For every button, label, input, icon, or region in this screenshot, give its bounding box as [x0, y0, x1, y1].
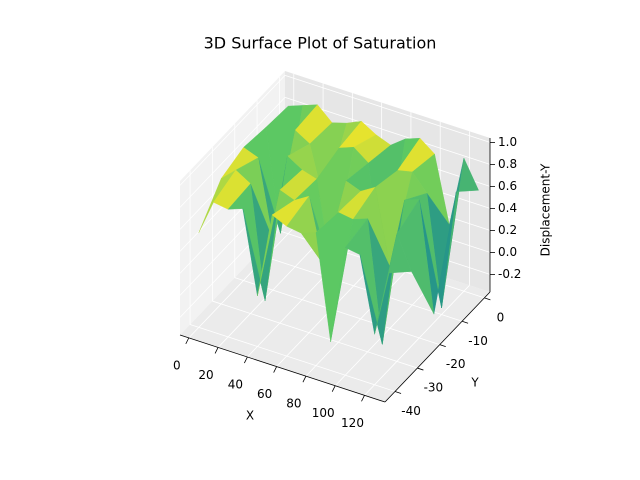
surface-patch: [374, 233, 412, 335]
tick-mark: [243, 356, 248, 364]
tick-mark: [185, 337, 190, 345]
z-tick-label: 0.2: [498, 223, 517, 237]
grid-line: [334, 275, 441, 387]
z-tick-label: 0.4: [498, 201, 517, 215]
z-axis-label: Displacement-Y: [539, 163, 553, 256]
z-tick-label: -0.2: [498, 267, 521, 281]
grid-line: [364, 285, 470, 396]
tick-mark: [439, 344, 446, 348]
tick-mark: [331, 385, 336, 392]
y-tick-label: -30: [424, 381, 444, 395]
y-tick-label: -20: [446, 357, 466, 371]
z-tick-label: 0.0: [498, 245, 517, 259]
x-tick-label: 0: [173, 358, 181, 372]
tick-mark: [461, 320, 469, 324]
grid-line: [284, 75, 491, 143]
grid-line: [179, 75, 286, 186]
z-tick-label: 1.0: [498, 135, 517, 149]
grid-line: [256, 253, 463, 322]
grid-line: [212, 300, 418, 369]
tick-mark: [361, 395, 365, 402]
x-tick-label: 40: [228, 378, 243, 392]
z-tick-label: 0.6: [498, 179, 517, 193]
x-tick-label: 60: [257, 387, 272, 401]
tick-mark: [417, 367, 424, 371]
x-tick-label: 120: [341, 416, 364, 430]
x-tick-label: 80: [286, 397, 301, 411]
tick-mark: [394, 391, 402, 394]
chart-title: 3D Surface Plot of Saturation: [204, 34, 437, 53]
x-axis-label: X: [246, 409, 254, 423]
y-tick-label: 0: [497, 310, 505, 324]
x-tick-label: 20: [198, 368, 213, 382]
grid-line: [179, 97, 286, 208]
y-axis-line: [384, 291, 491, 403]
tick-mark: [273, 366, 278, 373]
x-axis-line: [179, 334, 386, 403]
y-tick-label: -10: [468, 334, 488, 348]
z-tick-label: 0.8: [498, 157, 517, 171]
grid-line: [217, 237, 324, 348]
tick-mark: [484, 297, 491, 301]
grid-line: [189, 324, 396, 392]
grid-line: [234, 277, 440, 346]
x-tick-label: 100: [312, 406, 335, 420]
tick-mark: [214, 347, 219, 354]
tick-mark: [302, 375, 307, 383]
grid-line: [305, 265, 412, 377]
grid-line: [188, 227, 295, 339]
y-tick-label: -40: [401, 404, 421, 418]
y-axis-label: Y: [470, 376, 479, 390]
